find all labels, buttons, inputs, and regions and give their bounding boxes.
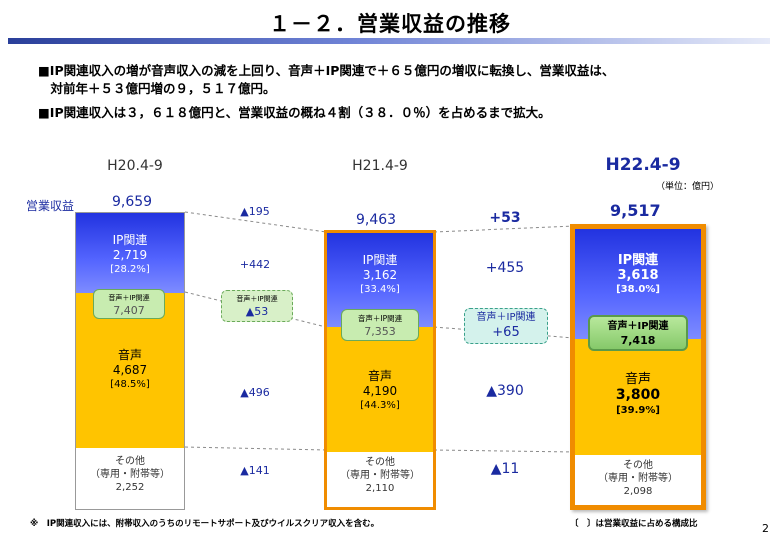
combined-box-h22-label: 音声＋IP関連 xyxy=(607,321,669,332)
bar-h22-voice-segment: 音声 3,800 [39.9%] xyxy=(575,339,701,455)
bar-h20-voice-name: 音声 xyxy=(117,348,142,362)
bar-h20-other-name-2: （専用・附帯等） xyxy=(90,469,170,480)
bullet-1: ■IP関連収入の増が音声収入の減を上回り、音声＋IP関連で＋６５億円の増収に転換… xyxy=(38,63,615,78)
footnote-left: ※ IP関連収入には、附帯収入のうちのリモートサポート及びウイルスクリア収入を含… xyxy=(30,519,380,529)
bar-h22: IP関連 3,618 [38.0%] 音声 3,800 [39.9%] その他 … xyxy=(570,224,706,510)
bar-h21-other-name-1: その他 xyxy=(365,457,395,468)
bar-h21-ip-share: [33.4%] xyxy=(360,284,400,295)
page-title: １－２．営業収益の推移 xyxy=(269,12,511,36)
change-1-combined-title: 音声＋IP関連 xyxy=(236,295,278,303)
total-h21: 9,463 xyxy=(356,212,397,228)
combined-box-h21-value: 7,353 xyxy=(364,325,396,338)
bar-h20-ip-value: 2,719 xyxy=(112,248,148,262)
change-2-voice: ▲390 xyxy=(486,383,524,399)
bar-h21-voice-value: 4,190 xyxy=(362,384,398,398)
combined-box-h22-value: 7,418 xyxy=(620,334,656,347)
bar-h21-other-segment: その他 （専用・附帯等） 2,110 xyxy=(327,452,433,507)
change-2-other: ▲11 xyxy=(490,461,520,477)
change-1-total: ▲195 xyxy=(240,205,270,218)
change-1-combined-value: ▲53 xyxy=(245,305,269,318)
change-1-combined-box: 音声＋IP関連 ▲53 xyxy=(221,290,293,322)
category-label-h21: H21.4-9 xyxy=(352,158,408,174)
bullet-1-cont: 対前年＋５３億円増の９，５１７億円。 xyxy=(38,81,276,96)
bar-h22-ip-name: IP関連 xyxy=(617,253,659,268)
change-1-ip: +442 xyxy=(239,258,271,271)
bar-h21-other-name-2: （専用・附帯等） xyxy=(340,470,420,481)
bar-h22-ip-share: [38.0%] xyxy=(616,284,660,295)
footnote-right: 〔 〕は営業収益に占める構成比 xyxy=(570,519,698,529)
connector-other-2 xyxy=(433,449,575,453)
bar-h20-ip-name: IP関連 xyxy=(112,233,148,247)
combined-box-h20: 音声＋IP関連 7,407 xyxy=(93,289,165,319)
combined-box-h21: 音声＋IP関連 7,353 xyxy=(341,309,419,341)
bar-h21-other-value: 2,110 xyxy=(365,483,395,494)
bar-h22-other-name-2: （専用・附帯等） xyxy=(598,473,678,484)
bar-h22-ip-value: 3,618 xyxy=(617,268,659,283)
bar-h22-voice-name: 音声 xyxy=(624,372,651,387)
connector-total-2 xyxy=(433,225,575,233)
title-underline xyxy=(8,38,770,44)
bar-h20-other-value: 2,252 xyxy=(115,482,145,493)
bar-h21: IP関連 3,162 [33.4%] 音声 4,190 [44.3%] その他 … xyxy=(324,230,436,510)
combined-box-h22: 音声＋IP関連 7,418 xyxy=(588,315,688,351)
category-label-h20: H20.4-9 xyxy=(107,158,163,174)
change-2-combined-box: 音声＋IP関連 +65 xyxy=(464,308,548,344)
page-number: 2 xyxy=(762,522,769,535)
bar-h20: IP関連 2,719 [28.2%] 音声 4,687 [48.5%] その他 … xyxy=(75,212,185,510)
bar-h21-ip-name: IP関連 xyxy=(362,253,398,267)
change-1-voice: ▲496 xyxy=(240,386,270,399)
combined-box-h21-label: 音声＋IP関連 xyxy=(357,314,403,323)
total-h22: 9,517 xyxy=(610,201,661,220)
total-h20: 9,659 xyxy=(112,194,153,210)
combined-box-h20-value: 7,407 xyxy=(113,304,145,317)
bar-h21-voice-segment: 音声 4,190 [44.3%] xyxy=(327,327,433,452)
bar-h22-other-segment: その他 （専用・附帯等） 2,098 xyxy=(575,455,701,505)
combined-box-h20-label: 音声＋IP関連 xyxy=(108,294,150,302)
bar-h22-voice-value: 3,800 xyxy=(615,387,661,403)
bar-h20-other-segment: その他 （専用・附帯等） 2,252 xyxy=(76,448,184,509)
change-2-combined-value: +65 xyxy=(492,325,520,340)
bullet-2: ■IP関連収入は３，６１８億円と、営業収益の概ね４割（３８．０％）を占めるまで拡… xyxy=(38,105,551,120)
revenue-label: 営業収益 xyxy=(26,199,75,213)
bar-h21-voice-name: 音声 xyxy=(367,369,392,383)
change-2-combined-title: 音声＋IP関連 xyxy=(476,312,536,323)
bar-h22-voice-share: [39.9%] xyxy=(616,405,660,416)
change-1-other: ▲141 xyxy=(240,464,270,477)
unit-label: （単位：億円） xyxy=(656,182,720,192)
change-2-ip: +455 xyxy=(485,260,525,276)
bar-h21-ip-value: 3,162 xyxy=(362,268,398,282)
connector-other-1 xyxy=(184,446,327,451)
bar-h20-voice-value: 4,687 xyxy=(112,363,148,377)
bar-h22-other-name-1: その他 xyxy=(623,460,653,471)
bar-h21-voice-share: [44.3%] xyxy=(360,400,400,411)
bar-h20-other-name-1: その他 xyxy=(115,456,145,467)
bar-h20-ip-share: [28.2%] xyxy=(110,264,150,275)
bar-h22-other-value: 2,098 xyxy=(623,486,653,497)
bar-h20-ip-segment: IP関連 2,719 [28.2%] xyxy=(76,213,184,293)
change-2-total: +53 xyxy=(489,210,521,226)
category-label-h22: H22.4-9 xyxy=(605,155,681,175)
bar-h20-voice-share: [48.5%] xyxy=(110,379,150,390)
